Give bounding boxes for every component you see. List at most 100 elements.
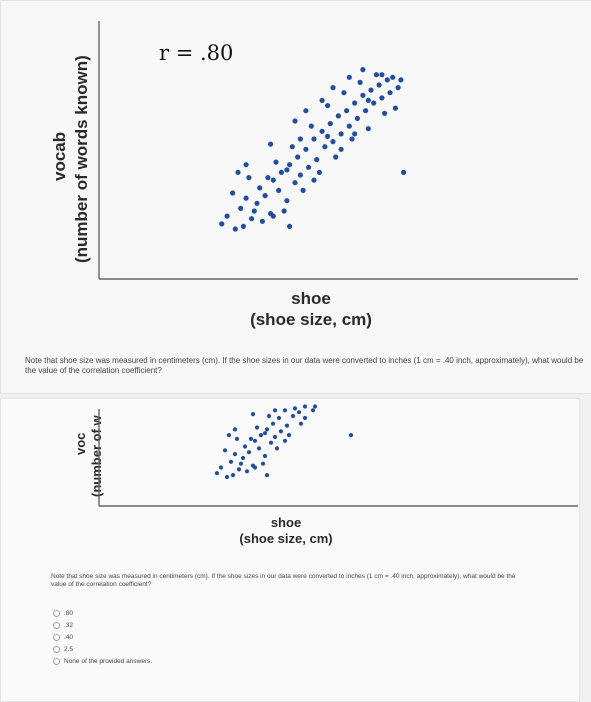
data-point [346, 123, 352, 129]
data-point [254, 425, 260, 430]
data-point [297, 136, 303, 142]
data-point [252, 465, 258, 470]
data-point [284, 423, 290, 428]
radio-button[interactable] [53, 622, 60, 629]
answer-option[interactable]: .80 [53, 610, 73, 617]
data-point [273, 159, 279, 165]
data-point [290, 413, 296, 419]
data-point [232, 427, 238, 432]
data-point [228, 459, 234, 464]
data-point [349, 136, 355, 142]
data-point [365, 126, 371, 132]
data-point [287, 162, 293, 168]
data-point [319, 128, 325, 134]
data-point [371, 100, 377, 106]
data-point [392, 105, 398, 111]
data-point [214, 471, 220, 476]
radio-button[interactable] [53, 634, 60, 641]
answer-option-label: .32 [64, 622, 74, 629]
data-point [365, 97, 371, 103]
radio-button[interactable] [53, 646, 60, 653]
question-note-top: Note that shoe size was measured in cent… [25, 356, 584, 375]
data-point [236, 467, 242, 472]
data-point [319, 97, 325, 103]
data-point [268, 141, 274, 147]
data-point [395, 85, 401, 91]
data-point [278, 169, 284, 175]
data-point [224, 213, 230, 219]
data-point [354, 115, 360, 121]
data-point [244, 469, 250, 474]
data-point [308, 123, 314, 129]
data-point [250, 412, 256, 417]
data-point [303, 108, 309, 114]
data-point [230, 473, 236, 478]
data-point [219, 221, 225, 227]
correlation-label: r = .80 [159, 41, 234, 65]
data-point [325, 133, 331, 139]
data-point [341, 90, 347, 96]
data-point [348, 433, 354, 438]
data-point [262, 193, 268, 199]
data-point [254, 200, 260, 206]
data-point [312, 404, 318, 409]
data-point [243, 195, 249, 201]
data-point [303, 146, 309, 152]
answer-option-label: None of the provided answers. [64, 658, 153, 665]
data-point [322, 144, 328, 150]
data-point [218, 465, 224, 470]
data-point [363, 108, 369, 114]
answer-option[interactable]: None of the provided answers. [53, 658, 152, 665]
data-point [382, 110, 388, 116]
radio-button[interactable] [53, 610, 60, 617]
data-point [330, 85, 336, 91]
data-point [316, 169, 322, 175]
x-axis-title-line2: (shoe size, cm) [250, 310, 372, 330]
bottom-question-panel: voc (number of w shoe (shoe size, cm) No… [0, 398, 580, 702]
data-point [238, 205, 244, 211]
x-axis-title-bottom-line2: (shoe size, cm) [239, 531, 333, 547]
data-point [292, 406, 298, 411]
data-point [226, 433, 232, 438]
answer-option-label: .40 [64, 634, 74, 641]
data-point [276, 187, 282, 193]
data-point [300, 187, 306, 193]
data-point [376, 82, 382, 88]
radio-button[interactable] [53, 658, 60, 665]
data-point [297, 172, 303, 178]
data-point [286, 433, 292, 438]
answer-option[interactable]: .32 [53, 622, 73, 629]
data-point [257, 185, 263, 191]
data-point [270, 421, 276, 426]
data-point [284, 198, 290, 204]
answer-option[interactable]: 2.5 [53, 646, 73, 653]
data-point [352, 100, 358, 106]
x-axis-title-bottom-line1: shoe [270, 515, 302, 530]
answer-option-label: .80 [64, 610, 74, 617]
data-point [390, 74, 396, 80]
data-point [282, 408, 288, 413]
data-point [292, 118, 298, 124]
data-point [266, 413, 272, 419]
data-point [311, 177, 317, 183]
data-point [281, 208, 287, 214]
data-point [272, 434, 278, 440]
data-point [240, 223, 246, 229]
data-point [292, 180, 298, 186]
data-point [330, 139, 336, 145]
data-point [270, 177, 276, 183]
data-point [335, 113, 341, 119]
data-point [302, 415, 308, 421]
data-point [242, 444, 248, 449]
scatter-plot-top [98, 21, 578, 280]
data-point [289, 144, 295, 150]
data-point [284, 167, 290, 173]
data-point [264, 427, 270, 432]
data-point [346, 74, 352, 80]
data-point [360, 92, 366, 98]
data-point [310, 408, 316, 413]
data-point [243, 162, 249, 168]
data-point [262, 453, 268, 459]
answer-option[interactable]: .40 [53, 634, 73, 641]
data-point [282, 438, 288, 443]
